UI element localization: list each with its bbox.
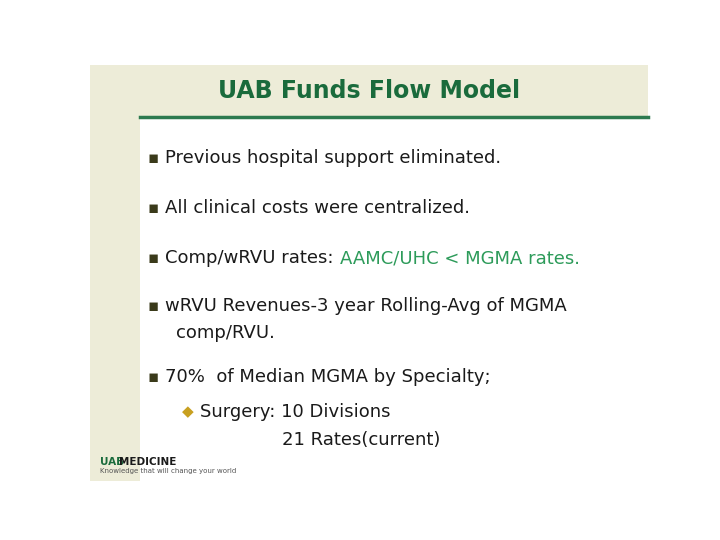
Text: comp/RVU.: comp/RVU. [176, 324, 275, 342]
Text: ▪: ▪ [148, 150, 158, 167]
Text: UAB: UAB [100, 457, 124, 467]
Text: Surgery:: Surgery: [200, 403, 282, 421]
Text: UAB Funds Flow Model: UAB Funds Flow Model [218, 79, 520, 103]
Bar [90, 65, 140, 481]
Text: 21 Rates(current): 21 Rates(current) [282, 431, 440, 449]
Text: AAMC/UHC < MGMA rates.: AAMC/UHC < MGMA rates. [340, 249, 580, 267]
Text: ▪: ▪ [148, 199, 158, 217]
Text: Surgery: 10 Divisions: Surgery: 10 Divisions [200, 403, 391, 421]
Text: MEDICINE: MEDICINE [119, 457, 176, 467]
Bar [90, 65, 648, 117]
Text: wRVU Revenues-3 year Rolling-Avg of MGMA: wRVU Revenues-3 year Rolling-Avg of MGMA [166, 297, 567, 315]
Text: Previous hospital support eliminated.: Previous hospital support eliminated. [166, 150, 501, 167]
Text: Knowledge that will change your world: Knowledge that will change your world [100, 468, 236, 474]
Text: 70%  of Median MGMA by Specialty;: 70% of Median MGMA by Specialty; [166, 368, 491, 386]
Text: ▪: ▪ [148, 368, 158, 386]
Text: Comp/wRVU rates:: Comp/wRVU rates: [166, 249, 340, 267]
Text: ▪: ▪ [148, 297, 158, 315]
Text: ◆: ◆ [181, 404, 194, 420]
Text: ▪: ▪ [148, 249, 158, 267]
Text: All clinical costs were centralized.: All clinical costs were centralized. [166, 199, 470, 217]
